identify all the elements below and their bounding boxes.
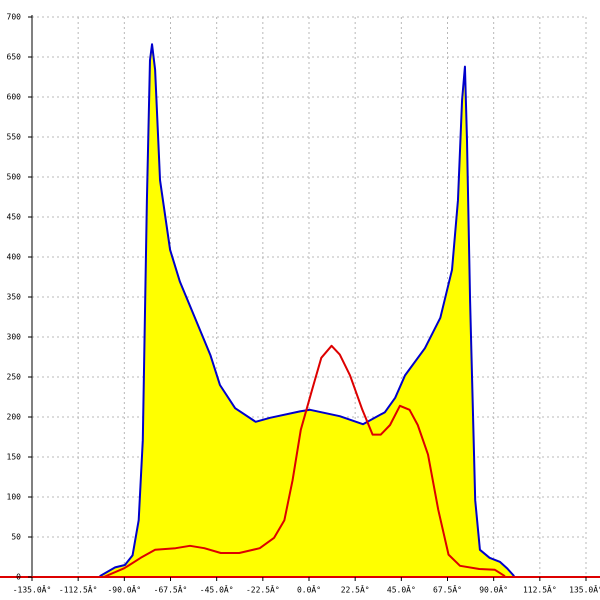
y-tick-label: 700 <box>7 13 22 22</box>
y-tick-label: 300 <box>7 333 22 342</box>
series-line <box>103 344 506 578</box>
x-tick-label: -22.5Â° <box>246 584 280 595</box>
x-tick-label: 67.5Â° <box>433 584 462 595</box>
y-tick-label: 600 <box>7 93 22 102</box>
y-tick-label: 100 <box>7 493 22 502</box>
y-tick-label: 150 <box>7 453 22 462</box>
area-fill <box>99 44 515 577</box>
y-tick-label: 200 <box>7 413 22 422</box>
x-tick-label: -112.5Â° <box>59 584 98 595</box>
x-tick-label: 135.0Â° <box>569 584 600 595</box>
y-tick-label: 0 <box>16 573 21 582</box>
x-tick-label: -135.0Â° <box>13 584 52 595</box>
y-tick-label: 400 <box>7 253 22 262</box>
x-tick-label: 22.5Â° <box>341 584 370 595</box>
y-tick-label: 500 <box>7 173 22 182</box>
x-tick-label: 112.5Â° <box>523 584 557 595</box>
y-tick-label: 450 <box>7 213 22 222</box>
series-line <box>99 43 515 578</box>
y-tick-label: 550 <box>7 133 22 142</box>
y-tick-label: 250 <box>7 373 22 382</box>
x-tick-label: -90.0Â° <box>107 584 141 595</box>
x-tick-label: 0.0Â° <box>297 584 321 595</box>
x-tick-label: -67.5Â° <box>154 584 188 595</box>
x-tick-label: -45.0Â° <box>200 584 234 595</box>
x-tick-label: 90.0Â° <box>479 584 508 595</box>
y-tick-label: 650 <box>7 53 22 62</box>
y-tick-label: 50 <box>11 533 21 542</box>
x-tick-label: 45.0Â° <box>387 584 416 595</box>
y-tick-label: 350 <box>7 293 22 302</box>
